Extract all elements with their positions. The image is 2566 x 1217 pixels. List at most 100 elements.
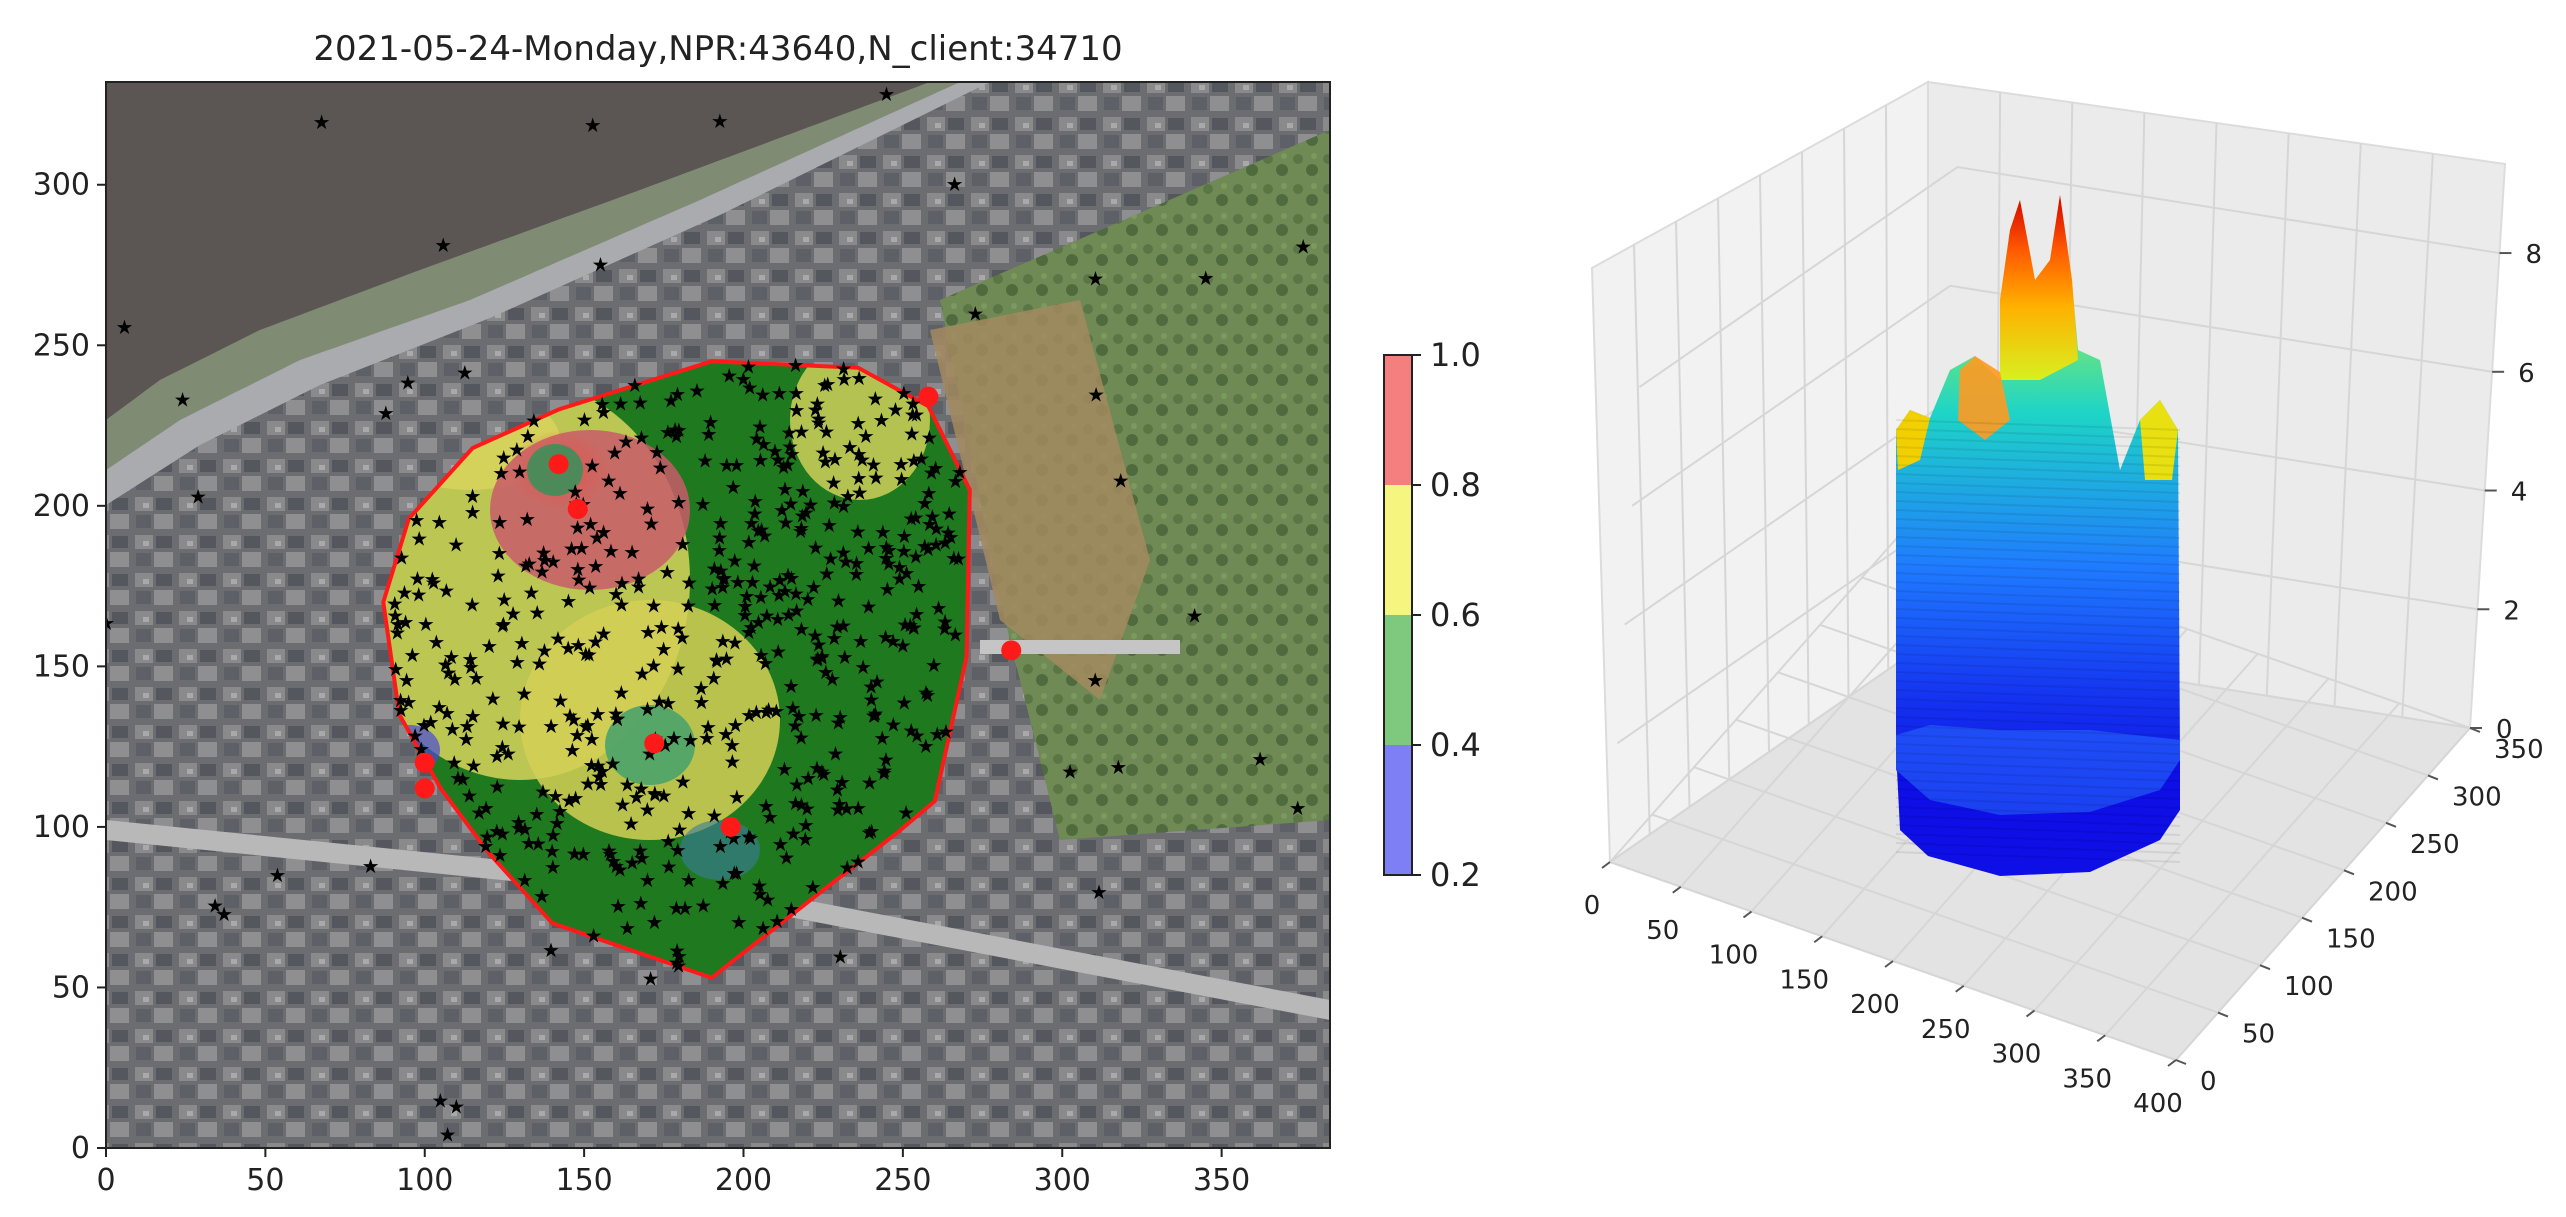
y3d-tick-label: 300 <box>2452 782 2502 812</box>
client-marker: ★ <box>802 493 820 517</box>
client-marker: ★ <box>705 803 723 827</box>
client-marker: ★ <box>711 525 729 549</box>
client-marker: ★ <box>834 613 852 637</box>
client-marker: ★ <box>631 839 649 863</box>
client-marker: ★ <box>528 600 546 624</box>
client-marker: ★ <box>884 712 902 736</box>
client-marker: ★ <box>443 717 461 741</box>
client-marker: ★ <box>668 424 686 448</box>
client-marker: ★ <box>608 707 626 731</box>
client-marker: ★ <box>417 612 435 636</box>
z-tick-label: 2 <box>2503 596 2520 626</box>
client-marker: ★ <box>589 702 607 726</box>
client-marker: ★ <box>792 519 810 543</box>
client-marker: ★ <box>493 822 511 846</box>
client-marker: ★ <box>529 831 547 855</box>
client-marker: ★ <box>810 411 828 435</box>
x-axis-3d: 0 50 100 150 200 250 300 350 400 <box>1584 861 2183 1119</box>
x3d-tick-label: 100 <box>1709 941 1759 971</box>
red-marker <box>720 816 741 837</box>
client-marker: ★ <box>895 539 913 563</box>
client-marker: ★ <box>755 432 773 456</box>
client-marker: ★ <box>907 506 925 530</box>
client-marker: ★ <box>783 442 801 466</box>
client-marker: ★ <box>904 615 922 639</box>
client-marker: ★ <box>837 550 855 574</box>
client-marker: ★ <box>919 683 937 707</box>
client-marker: ★ <box>861 770 879 794</box>
client-marker: ★ <box>927 532 945 556</box>
client-marker: ★ <box>813 644 831 668</box>
client-marker: ★ <box>465 754 483 778</box>
client-marker: ★ <box>660 854 678 878</box>
client-marker: ★ <box>584 113 602 137</box>
client-marker: ★ <box>714 575 732 599</box>
client-marker: ★ <box>489 564 507 588</box>
client-marker: ★ <box>886 397 904 421</box>
client-marker: ★ <box>410 583 428 607</box>
y-tick-label: 0 <box>71 1131 90 1166</box>
client-marker: ★ <box>403 643 421 667</box>
client-marker: ★ <box>607 854 625 878</box>
client-marker: ★ <box>560 788 578 812</box>
client-marker: ★ <box>464 704 482 728</box>
client-marker: ★ <box>916 534 934 558</box>
client-marker: ★ <box>734 367 752 391</box>
client-marker: ★ <box>632 891 650 915</box>
client-marker: ★ <box>895 524 913 548</box>
client-marker: ★ <box>884 629 902 653</box>
fields-area <box>940 130 1330 840</box>
client-marker: ★ <box>116 315 134 339</box>
client-marker: ★ <box>862 675 880 699</box>
client-marker: ★ <box>516 868 534 892</box>
client-marker: ★ <box>946 623 964 647</box>
client-marker: ★ <box>736 594 754 618</box>
client-marker: ★ <box>815 762 833 786</box>
client-marker: ★ <box>936 617 954 641</box>
colorbar-tick-label: 0.2 <box>1430 856 1481 894</box>
client-marker: ★ <box>544 823 562 847</box>
client-marker: ★ <box>823 667 841 691</box>
y-tick-label: 300 <box>33 168 90 203</box>
client-marker: ★ <box>865 703 883 727</box>
client-marker: ★ <box>491 843 509 867</box>
client-marker: ★ <box>826 447 844 471</box>
client-marker: ★ <box>753 518 771 542</box>
y-tick-label: 200 <box>33 489 90 524</box>
client-marker: ★ <box>849 850 867 874</box>
client-marker: ★ <box>724 475 742 499</box>
x3d-tick-label: 50 <box>1646 916 1679 946</box>
client-marker: ★ <box>806 623 824 647</box>
client-marker: ★ <box>813 645 831 669</box>
client-marker: ★ <box>804 875 822 899</box>
client-marker: ★ <box>504 601 522 625</box>
client-marker: ★ <box>430 510 448 534</box>
client-marker: ★ <box>746 502 764 526</box>
client-marker: ★ <box>808 647 826 671</box>
client-marker: ★ <box>921 512 939 536</box>
client-marker: ★ <box>542 938 560 962</box>
client-marker: ★ <box>705 666 723 690</box>
client-marker: ★ <box>655 783 673 807</box>
client-marker: ★ <box>534 780 552 804</box>
red-marker <box>1001 640 1022 661</box>
client-marker: ★ <box>805 575 823 599</box>
client-marker: ★ <box>646 783 664 807</box>
client-marker: ★ <box>569 633 587 657</box>
client-marker: ★ <box>776 477 794 501</box>
client-marker: ★ <box>797 500 815 524</box>
map-y-axis: 0 50 100 150 200 250 300 <box>33 168 106 1166</box>
client-marker: ★ <box>825 471 843 495</box>
client-marker: ★ <box>623 851 641 875</box>
client-marker: ★ <box>617 429 635 453</box>
client-marker: ★ <box>510 714 528 738</box>
client-marker: ★ <box>639 620 657 644</box>
client-marker: ★ <box>912 447 930 471</box>
client-marker: ★ <box>706 593 724 617</box>
y3d-tick <box>2217 1011 2229 1018</box>
client-marker: ★ <box>854 655 872 679</box>
client-marker: ★ <box>491 510 509 534</box>
x3d-tick <box>1955 984 1965 993</box>
client-marker: ★ <box>442 645 460 669</box>
client-marker: ★ <box>850 466 868 490</box>
